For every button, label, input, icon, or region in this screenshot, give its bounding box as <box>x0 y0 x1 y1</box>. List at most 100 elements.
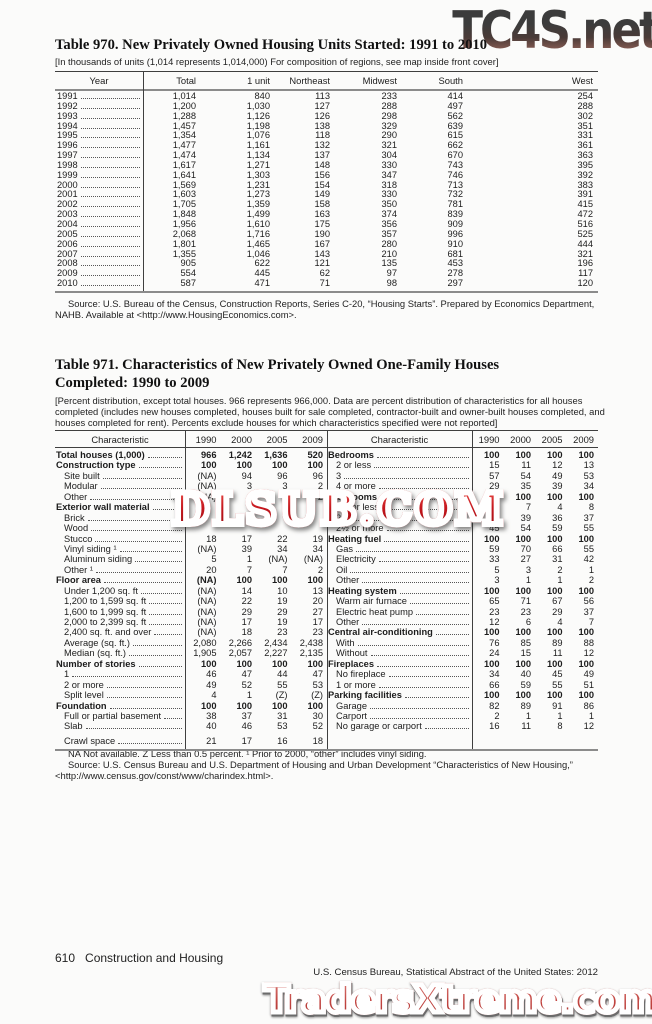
row-year-cell: 2000 <box>55 181 143 191</box>
row-label: Average (sq. ft.) <box>64 637 130 648</box>
dot-leader <box>80 285 140 287</box>
cell-1unit: 1,273 <box>246 189 270 200</box>
cell-1990: 23 <box>489 606 500 617</box>
row-year-cell: 2007 <box>55 250 143 260</box>
dot-leader <box>80 98 140 99</box>
row-label: Crawl space <box>64 735 116 746</box>
cell-2009: 2,135 <box>299 648 323 659</box>
table-row: Vinyl siding ¹ (NA) 39 34 34 <box>55 544 327 554</box>
cell-1990: 21 <box>206 735 217 746</box>
row-label: Bedrooms <box>328 450 374 460</box>
row-label: 1 or more <box>336 679 376 690</box>
cell-1990: 16 <box>489 721 500 732</box>
table971-source: Source: U.S. Census Bureau and U.S. Depa… <box>55 758 573 781</box>
table-row: Stucco 18 17 22 19 <box>55 534 327 544</box>
row-label: Oil <box>336 564 348 575</box>
cell-midwest: 356 <box>381 218 397 229</box>
table-row: 2006 1,801 1,465 167 280 910 444 <box>55 238 598 250</box>
cell-south: 562 <box>447 110 463 121</box>
cell-northeast: 127 <box>314 100 330 111</box>
row-year: 2002 <box>57 200 78 210</box>
cell-2000: 18 <box>241 627 252 638</box>
row-year: 1996 <box>57 141 78 151</box>
dot-leader <box>378 686 469 688</box>
row-label: Under 1,200 sq. ft <box>64 585 138 596</box>
cell-2005: 100 <box>271 658 288 669</box>
row-year-cell: 1995 <box>55 131 143 141</box>
row-year: 2009 <box>57 269 78 279</box>
header-2000: 2000 <box>231 433 252 445</box>
cell-2000: 7 <box>525 502 531 513</box>
cell-2005: 2,434 <box>264 637 288 648</box>
cell-northeast: 167 <box>314 238 330 249</box>
row-label: Other <box>336 617 360 627</box>
row-year-cell: 2003 <box>55 210 143 220</box>
cell-west: 525 <box>577 228 593 239</box>
cell-2009: 34 <box>312 543 323 554</box>
cell-2000: 37 <box>241 710 252 721</box>
cell-total: 1,200 <box>172 100 196 111</box>
cell-2009: 56 <box>583 596 594 607</box>
row-label: Exterior wall material <box>56 502 150 513</box>
cell-2005: 2 <box>256 492 292 502</box>
row-label: Other ¹ <box>64 564 93 575</box>
cell-2009: 2 <box>588 575 594 586</box>
row-year-cell: 1994 <box>55 122 143 132</box>
cell-2005: 100 <box>546 585 563 596</box>
row-label-cell: Other <box>327 617 472 627</box>
table971-header-left: Characteristic 1990 2000 2005 2009 <box>55 434 327 445</box>
cell-west: 117 <box>578 268 593 279</box>
cell-1990: 1,905 <box>193 648 217 659</box>
row-year: 2005 <box>57 229 78 239</box>
cell-2005: 11 <box>552 648 563 659</box>
row-label-cell: 4 or more <box>327 481 472 491</box>
row-label: Number of stories <box>56 658 136 669</box>
table-row: 2000 1,569 1,231 154 318 713 383 <box>55 180 598 191</box>
dot-leader <box>362 582 469 584</box>
cell-south: 781 <box>447 199 463 210</box>
cell-2000: 54 <box>520 523 531 534</box>
cell-2000: 71 <box>520 596 531 607</box>
row-label-cell: 1½ or less <box>327 502 472 512</box>
cell-total: 1,641 <box>172 169 196 180</box>
cell-total: 1,956 <box>172 218 196 229</box>
table971-divider-right <box>472 431 473 752</box>
dot-leader <box>147 457 182 458</box>
cell-south: 670 <box>447 150 463 161</box>
row-year-cell: 1996 <box>55 141 143 151</box>
cell-south: 639 <box>447 120 463 131</box>
row-label: Total houses (1,000) <box>56 450 145 460</box>
row-label-cell: Garage <box>327 701 472 711</box>
header-1990: 1990 <box>195 433 217 445</box>
cell-west: 302 <box>577 110 593 121</box>
cell-midwest: 329 <box>381 120 397 131</box>
table-row: Other ¹ 20 7 7 2 <box>55 565 327 575</box>
row-label: Carport <box>336 710 368 721</box>
row-year: 1991 <box>57 92 78 101</box>
table-row: Total houses (1,000) 966 1,242 1,636 520 <box>55 450 327 460</box>
row-year-cell: 1998 <box>55 161 143 171</box>
cell-2009: 96 <box>312 470 323 481</box>
table970-body: 1991 1,014 840 113 233 414 254 1992 1,20… <box>55 91 598 293</box>
cell-midwest: 374 <box>381 209 397 220</box>
cell-1unit: 1,030 <box>246 100 270 111</box>
cell-2005: 96 <box>277 470 288 481</box>
cell-midwest: 298 <box>381 110 397 121</box>
cell-2000: 100 <box>236 575 252 586</box>
table-row: 2 or less 15 11 12 13 <box>327 460 598 470</box>
cell-2000: 1 <box>525 575 531 586</box>
table971-footnote: NA Not available. Z Less than 0.5 percen… <box>68 748 427 759</box>
cell-west: 363 <box>577 150 593 161</box>
table-row: Median (sq. ft.) 1,905 2,057 2,227 2,135 <box>55 648 327 658</box>
cell-1unit: 1,716 <box>246 228 270 239</box>
cell-2009: 100 <box>578 491 594 502</box>
cell-1990: 38 <box>206 710 217 721</box>
row-label-cell: 3 <box>327 471 472 481</box>
cell-2000: 52 <box>241 679 252 690</box>
table-row: 4 or more 29 35 39 34 <box>327 481 598 491</box>
cell-2000: 100 <box>515 585 531 596</box>
row-label-cell: Stucco <box>55 534 185 544</box>
table971-divider-middle <box>327 431 328 752</box>
row-label: Other <box>64 491 88 502</box>
cell-2009: 49 <box>583 669 594 680</box>
